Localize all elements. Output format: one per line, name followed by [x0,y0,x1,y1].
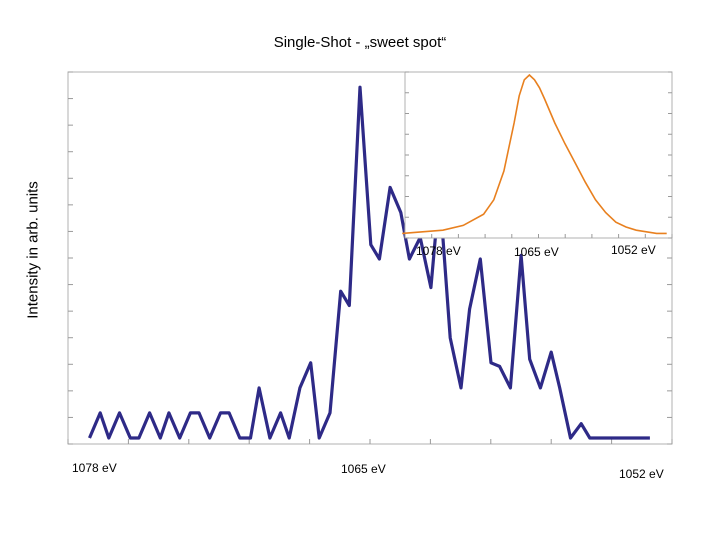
main-x-tick-label-1065: 1065 eV [341,462,386,476]
inset-axis-ticks [404,71,673,239]
inset-plot-frame [404,71,673,239]
main-x-tick-label-1052: 1052 eV [619,467,664,481]
inset-x-tick-label-1052: 1052 eV [611,243,656,257]
inset-x-tick-label-1065: 1065 eV [514,245,559,259]
inset-series-line [402,73,667,235]
chart-title: Single-Shot - „sweet spot“ [273,34,447,51]
main-series-line [88,85,650,440]
inset-x-tick-label-1078: 1078 eV [416,244,461,258]
main-x-tick-label-1078: 1078 eV [72,461,117,475]
